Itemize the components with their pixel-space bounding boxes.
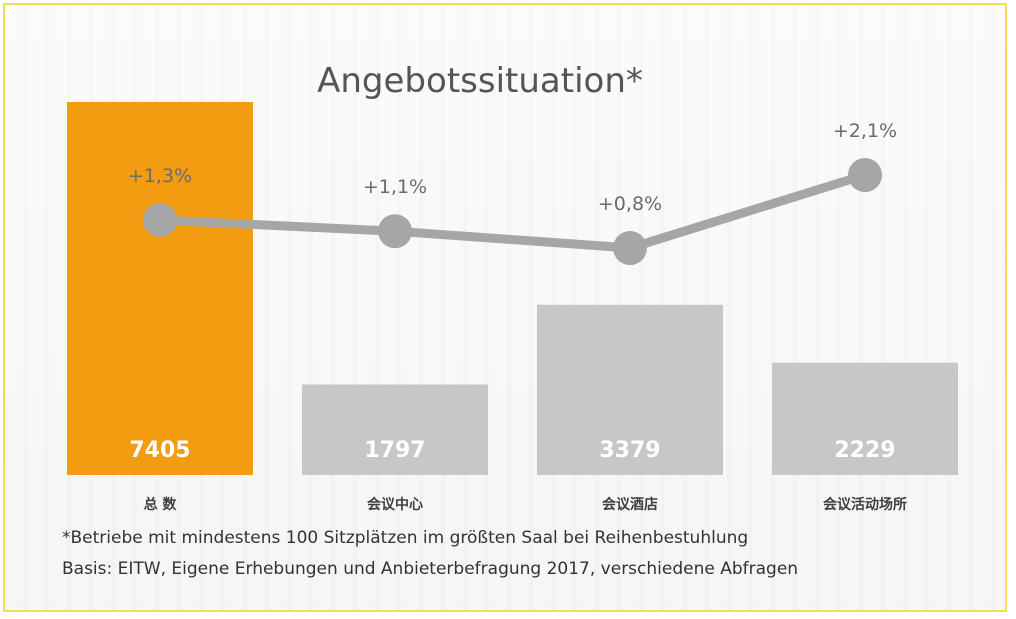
category-label-0: 总 数 xyxy=(144,496,178,513)
bar-0 xyxy=(67,102,253,475)
change-point-1 xyxy=(378,214,412,249)
category-label-2: 会议酒店 xyxy=(602,496,658,513)
bar-value-label-0: 7405 xyxy=(129,438,190,463)
bar-3 xyxy=(772,362,958,475)
bar-value-label-2: 3379 xyxy=(599,438,660,463)
footnote-note: *Betriebe mit mindestens 100 Sitzplätzen… xyxy=(62,528,749,548)
category-label-1: 会议中心 xyxy=(367,496,423,513)
change-line-group: +1,3% +1,1% +0,8% +2,1% xyxy=(128,120,897,266)
change-label-2: +0,8% xyxy=(598,193,662,215)
change-line xyxy=(155,170,870,253)
change-label-1: +1,1% xyxy=(363,176,427,198)
change-label-3: +2,1% xyxy=(833,120,897,142)
category-label-3: 会议活动场所 xyxy=(823,496,907,513)
category-labels-group: 总 数 会议中心 会议酒店 会议活动场所 xyxy=(144,496,907,513)
bar-line-chart: Angebotssituation* 7405 1797 3379 2229 +1,3… xyxy=(67,61,958,513)
bars-group: 7405 1797 3379 2229 xyxy=(67,102,958,475)
bar-2 xyxy=(537,304,723,475)
chart-frame: Angebotssituation* 7405 1797 3379 2229 +1,3… xyxy=(3,3,1007,612)
bar-value-label-1: 1797 xyxy=(364,438,425,463)
change-point-3 xyxy=(848,158,882,192)
bar-value-label-3: 2229 xyxy=(834,438,895,463)
change-point-0 xyxy=(143,202,177,237)
bar-1 xyxy=(302,384,488,475)
change-point-2 xyxy=(613,231,647,266)
footnote-basis: Basis: EITW, Eigene Erhebungen und Anbie… xyxy=(62,559,799,579)
chart-title: Angebotssituation* xyxy=(317,61,643,101)
change-label-0: +1,3% xyxy=(128,165,192,187)
